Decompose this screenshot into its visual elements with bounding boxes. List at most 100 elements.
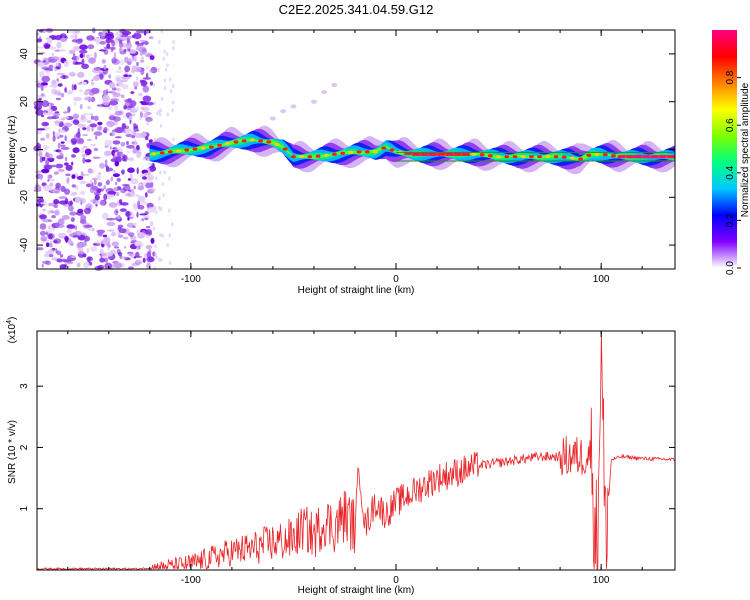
noise-speckle	[71, 83, 74, 91]
noise-speckle	[46, 157, 53, 161]
noise-speckle	[84, 207, 91, 215]
noise-speckle	[116, 83, 119, 87]
spectrogram-x-tick-label: 100	[593, 274, 610, 285]
noise-speckle	[58, 196, 68, 200]
noise-speckle	[60, 92, 65, 98]
noise-speckle	[110, 176, 114, 182]
ridge-core-segment	[176, 149, 181, 153]
noise-speckle	[94, 193, 102, 196]
noise-speckle	[60, 146, 70, 150]
colorbar-tick-label: 0.0	[725, 261, 736, 275]
noise-speckle	[134, 86, 138, 90]
noise-speckle	[141, 218, 145, 222]
noise-speckle	[84, 96, 94, 101]
noise-speckle	[39, 214, 47, 220]
noise-speckle	[86, 138, 93, 142]
ridge-core-segment	[184, 148, 190, 152]
colorbar-gradient	[712, 30, 737, 268]
noise-speckle	[79, 197, 87, 204]
noise-speckle	[166, 112, 169, 117]
noise-speckle	[57, 142, 61, 149]
noise-speckle	[36, 247, 44, 251]
noise-speckle	[82, 157, 86, 164]
noise-speckle	[141, 56, 144, 60]
noise-speckle	[42, 60, 47, 63]
noise-speckle	[42, 145, 50, 151]
noise-speckle	[38, 151, 43, 158]
noise-speckle	[148, 256, 153, 261]
ridge-core-segment	[364, 150, 370, 154]
noise-speckle	[113, 120, 118, 126]
noise-speckle	[73, 119, 76, 124]
noise-speckle	[113, 186, 118, 192]
colorbar-tick-label: 0.6	[725, 118, 736, 132]
noise-speckle	[137, 232, 146, 239]
snr-y-tick-label: 2	[19, 444, 30, 450]
noise-speckle	[103, 126, 108, 134]
spectrogram-x-tick-label: 0	[393, 274, 399, 285]
noise-speckle	[76, 176, 84, 180]
noise-speckle	[68, 204, 74, 212]
noise-speckle	[91, 127, 94, 132]
snr-scale-exponent: 4	[6, 320, 13, 324]
noise-speckle	[60, 129, 66, 133]
noise-speckle	[145, 245, 153, 250]
noise-speckle	[121, 169, 125, 175]
noise-speckle	[321, 90, 328, 95]
noise-speckle	[121, 156, 126, 162]
noise-speckle	[117, 234, 124, 238]
noise-speckle	[73, 84, 77, 91]
noise-speckle	[95, 204, 98, 207]
noise-speckle	[138, 92, 143, 97]
noise-speckle	[53, 132, 62, 140]
noise-speckle	[77, 138, 84, 144]
noise-speckle	[64, 235, 70, 242]
ridge-core-segment	[617, 155, 626, 159]
noise-speckle	[96, 229, 106, 234]
noise-speckle	[97, 125, 103, 131]
snr-x-tick-label: 100	[593, 575, 610, 586]
noise-speckle	[137, 185, 145, 191]
noise-speckle	[111, 57, 117, 64]
noise-speckle	[62, 116, 70, 119]
noise-speckle	[137, 200, 141, 207]
noise-speckle	[79, 181, 87, 184]
noise-speckle	[168, 260, 172, 265]
ridge-core-segment	[611, 154, 616, 158]
noise-speckle	[123, 74, 129, 78]
noise-speckle	[164, 67, 168, 72]
snr-x-tick-label: 0	[393, 575, 399, 586]
ridge-core-segment	[225, 141, 231, 145]
noise-speckle	[133, 126, 139, 132]
ridge-core-segment	[404, 151, 413, 155]
noise-speckle	[64, 156, 68, 162]
noise-speckle	[42, 200, 48, 206]
noise-speckle	[80, 147, 85, 154]
noise-speckle	[59, 153, 64, 158]
noise-speckle	[128, 74, 132, 78]
noise-speckle	[64, 87, 67, 93]
noise-speckle	[134, 139, 137, 146]
noise-speckle	[59, 134, 64, 138]
noise-speckle	[37, 102, 43, 107]
noise-speckle	[54, 222, 60, 228]
ridge-core-segment	[266, 140, 272, 144]
noise-speckle	[145, 182, 152, 189]
noise-speckle	[57, 136, 60, 140]
noise-speckle	[89, 123, 98, 128]
noise-speckle	[104, 150, 112, 157]
spectrogram-frame	[36, 29, 676, 270]
noise-speckle	[127, 167, 135, 173]
noise-speckle	[172, 137, 175, 142]
noise-speckle	[42, 69, 50, 73]
noise-speckle	[79, 116, 88, 123]
noise-speckle	[45, 152, 50, 158]
snr-x-tick-label: -100	[181, 575, 201, 586]
noise-speckle	[60, 37, 67, 42]
noise-speckle	[51, 88, 58, 95]
noise-speckle	[86, 256, 93, 262]
noise-speckle	[39, 223, 47, 230]
noise-speckle	[140, 59, 145, 63]
noise-speckle	[97, 121, 103, 126]
noise-speckle	[139, 51, 144, 57]
